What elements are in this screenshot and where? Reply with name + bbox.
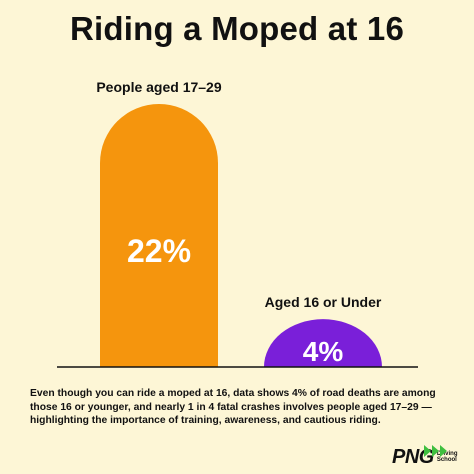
bar-label-0: People aged 17–29 bbox=[96, 79, 222, 95]
logo-subtitle: Driving School bbox=[437, 451, 458, 463]
logo-text: PNG bbox=[392, 445, 434, 468]
bar-label-1: Aged 16 or Under bbox=[265, 294, 382, 310]
chevron-arrows-icon bbox=[424, 445, 447, 457]
logo-sub-line2: School bbox=[436, 457, 457, 463]
bars-group: People aged 17–29 22% Aged 16 or Under 4% bbox=[96, 79, 382, 367]
bar-value-1: 4% bbox=[303, 336, 344, 367]
logo-sub-line1: Driving bbox=[436, 451, 458, 457]
bar-1 bbox=[264, 319, 382, 367]
chart-title: Riding a Moped at 16 bbox=[69, 10, 405, 47]
caption-text: Even though you can ride a moped at 16, … bbox=[30, 388, 436, 427]
bar-value-0: 22% bbox=[127, 233, 191, 269]
bar-0 bbox=[100, 104, 218, 367]
png-driving-school-logo: PNG Driving School bbox=[392, 445, 458, 469]
